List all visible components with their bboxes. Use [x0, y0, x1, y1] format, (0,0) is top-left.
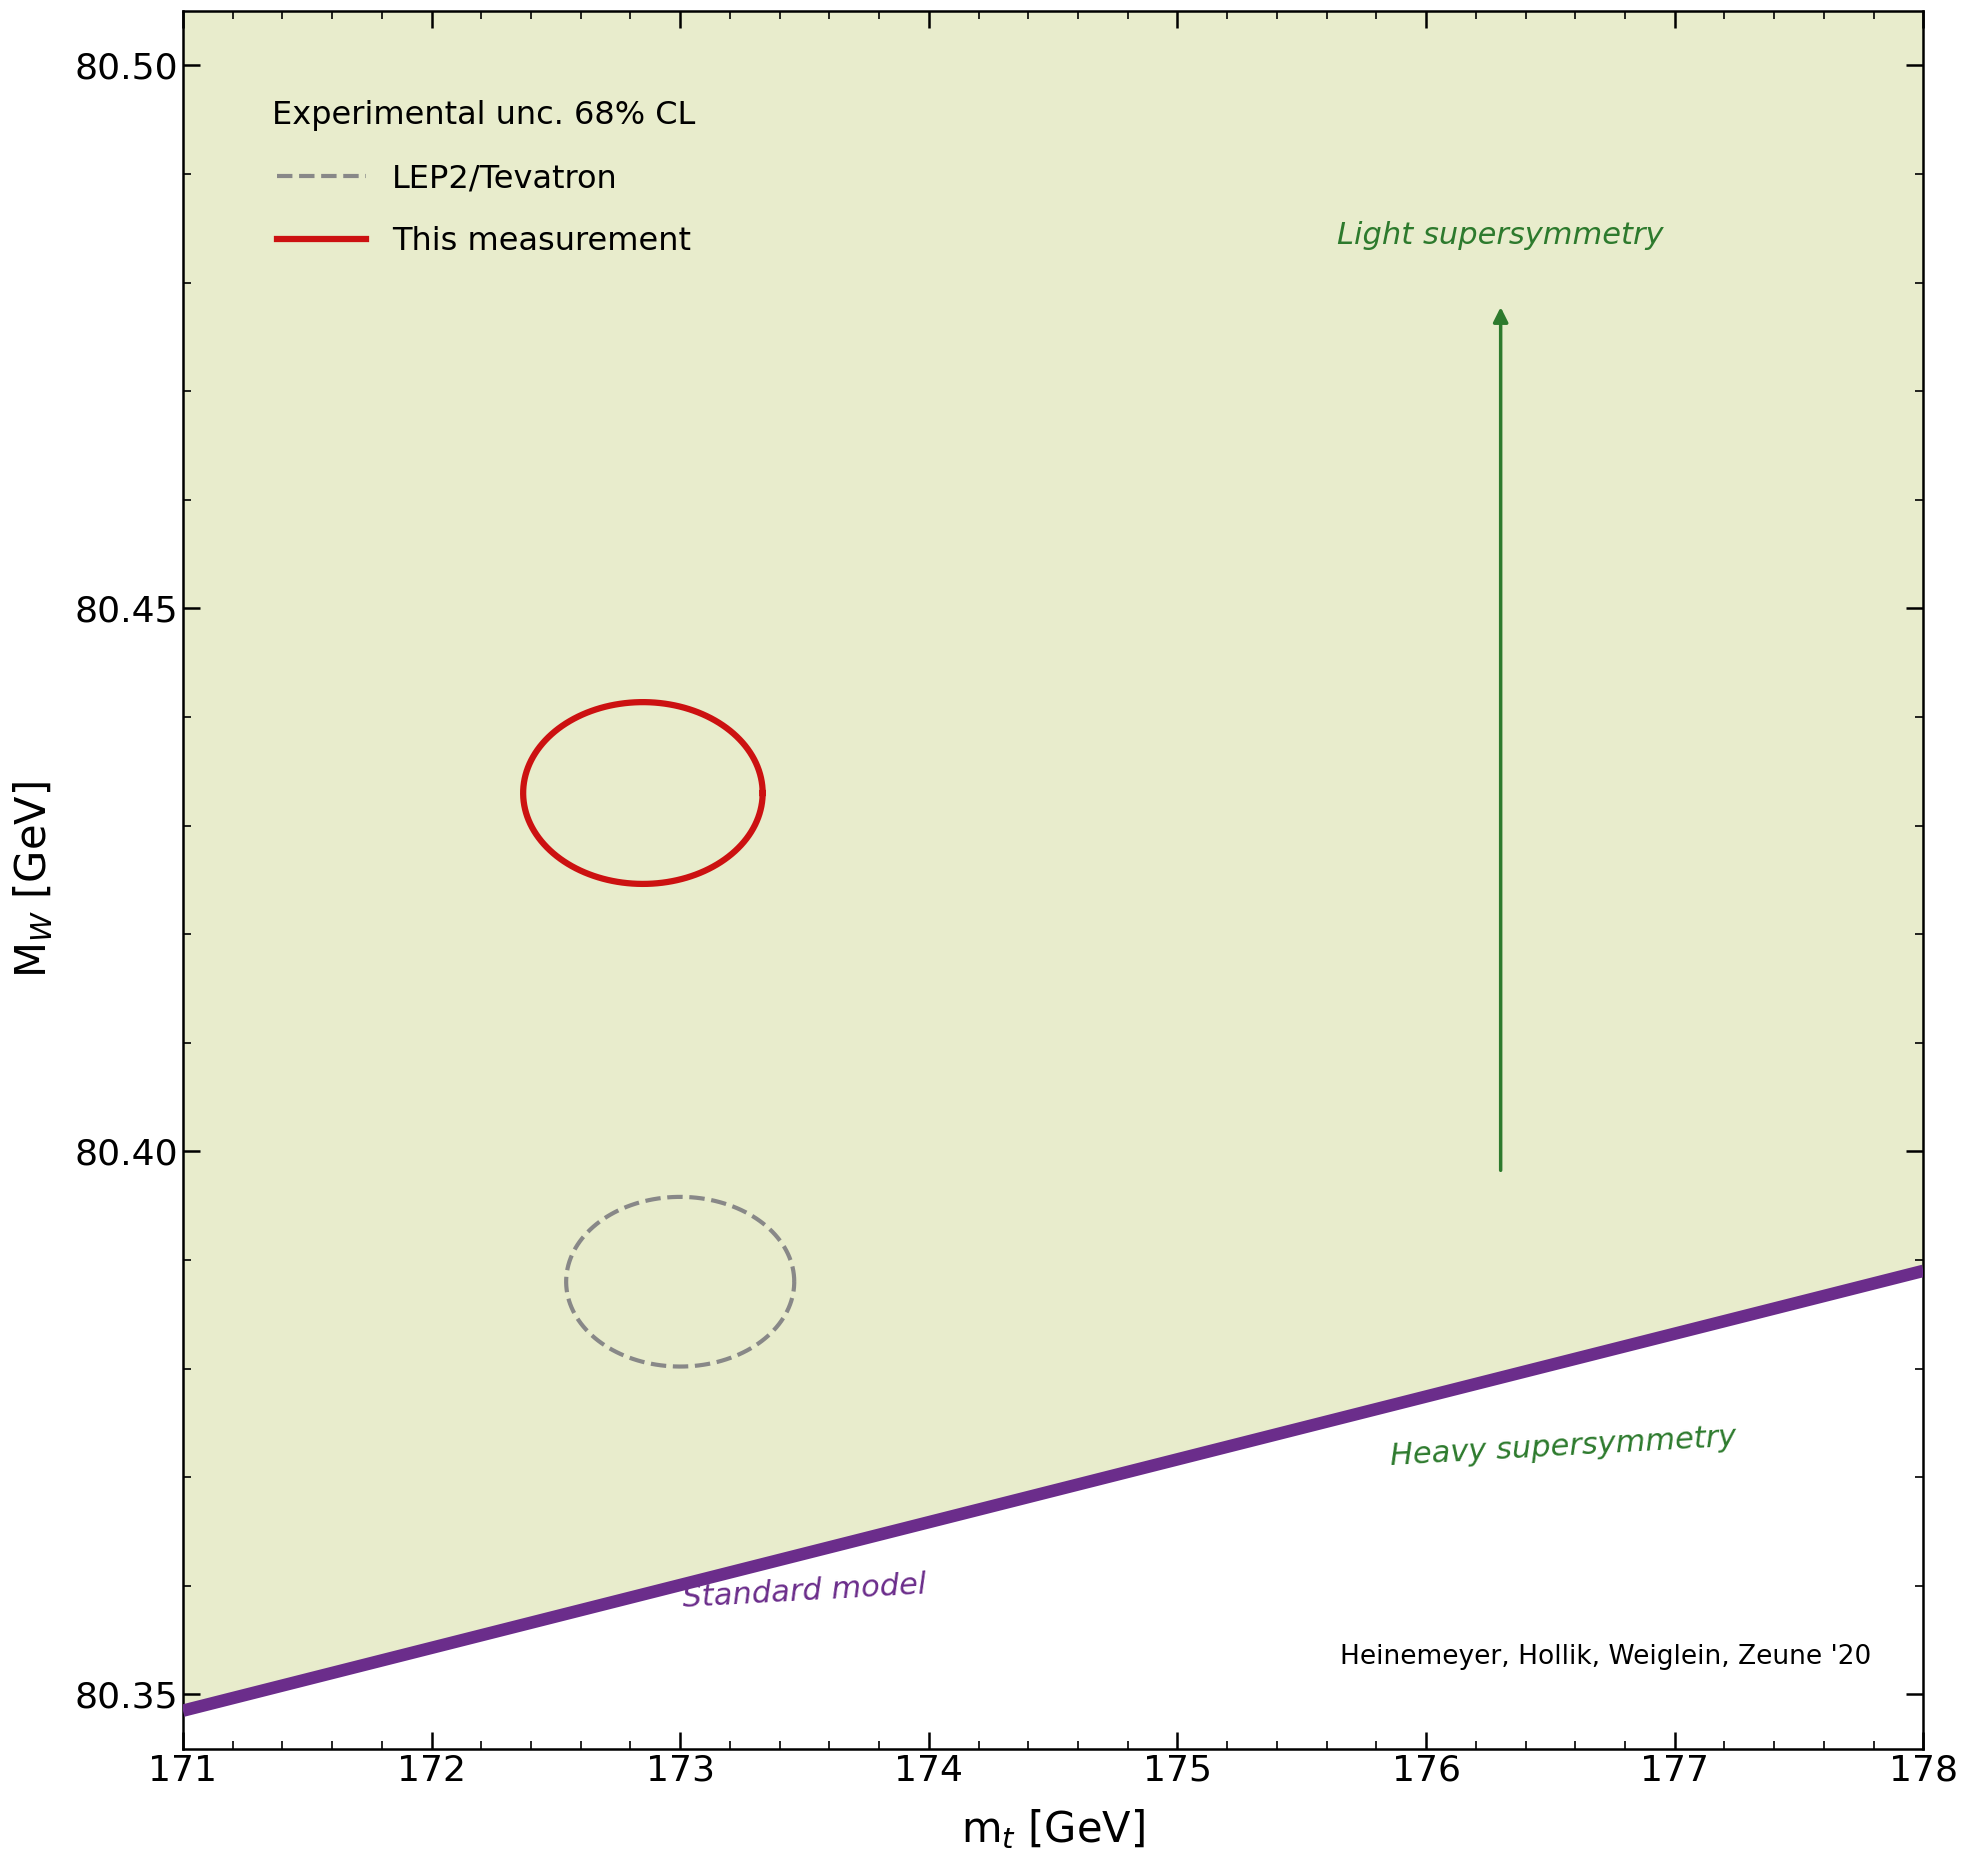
Text: Heavy supersymmetry: Heavy supersymmetry — [1388, 1423, 1737, 1471]
Y-axis label: M$_W$ [GeV]: M$_W$ [GeV] — [12, 782, 55, 978]
X-axis label: m$_t$ [GeV]: m$_t$ [GeV] — [961, 1806, 1146, 1851]
Text: Heinemeyer, Hollik, Weiglein, Zeune '20: Heinemeyer, Hollik, Weiglein, Zeune '20 — [1339, 1644, 1871, 1670]
Legend: LEP2/Tevatron, This measurement: LEP2/Tevatron, This measurement — [234, 61, 734, 296]
Text: Light supersymmetry: Light supersymmetry — [1337, 222, 1664, 250]
Text: Standard model: Standard model — [681, 1570, 927, 1612]
